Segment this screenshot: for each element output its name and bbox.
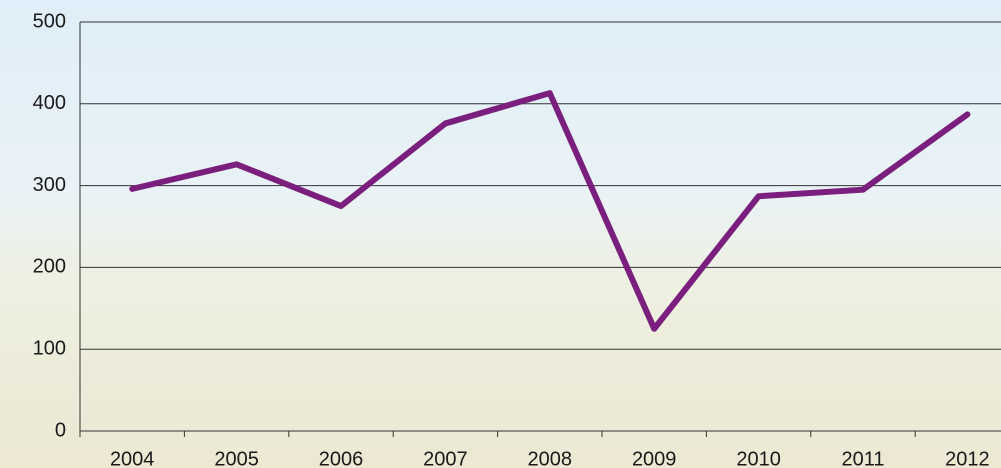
x-tick-label: 2012: [945, 448, 990, 468]
y-tick-label: 0: [55, 419, 66, 441]
x-tick-label: 2005: [214, 448, 259, 468]
x-tick-label: 2008: [528, 448, 573, 468]
y-tick-label: 200: [33, 256, 66, 278]
x-tick-label: 2009: [632, 448, 677, 468]
y-tick-label: 100: [33, 337, 66, 359]
y-tick-label: 500: [33, 10, 66, 32]
y-tick-label: 300: [33, 174, 66, 196]
x-tick-label: 2011: [841, 448, 884, 468]
x-tick-label: 2007: [423, 448, 468, 468]
x-tick-label: 2010: [736, 448, 781, 468]
x-tick-label: 2004: [110, 448, 155, 468]
x-tick-label: 2006: [319, 448, 364, 468]
data-line: [129, 90, 971, 332]
y-tick-label: 400: [33, 92, 66, 114]
